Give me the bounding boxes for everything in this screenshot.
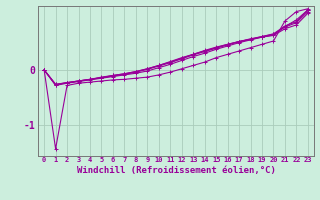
X-axis label: Windchill (Refroidissement éolien,°C): Windchill (Refroidissement éolien,°C) [76, 166, 276, 175]
